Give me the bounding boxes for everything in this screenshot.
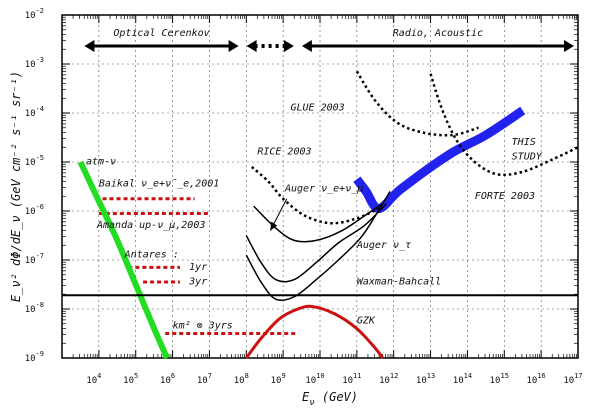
annotation-glue-2003: GLUE 2003 [291,103,345,114]
x-tick-label: 104 [86,372,101,386]
annotations: GLUE 2003 RICE 2003 THIS STUDY atm-ν Baikal ν… [86,103,543,332]
y-tick-label: 10-8 [25,301,44,315]
annotation-forte-2003: FORTE 2003 [475,191,535,202]
x-tick-label: 1017 [563,372,582,386]
y-axis-ticks: 10-2 10-3 10-4 10-5 10-6 10-7 10-8 10-9 [25,7,578,364]
y-tick-label: 10-9 [25,350,44,364]
series-glue-2003 [355,70,479,137]
region-label-radio-acoustic: Radio, Acoustic [393,28,483,39]
axis-labels: Eν (GeV) E_ν² dΦ/dE_ν (GeV cm⁻² s⁻¹ sr⁻¹) [9,71,358,408]
series-rice-2003 [250,165,380,225]
y-tick-label: 10-5 [25,154,44,168]
x-axis-ticks: 104 105 106 107 108 109 1010 1011 1012 1013 1014 10… [61,15,583,386]
annotation-km-3yrs: km² ⊗ 3yrs [173,321,233,332]
x-tick-label: 1014 [453,372,472,386]
y-tick-label: 10-3 [25,56,44,70]
y-tick-label: 10-7 [25,252,44,266]
annotation-gzk: GZK [357,316,376,327]
flux-curves [62,70,579,360]
annotation-antares: Antares : [124,250,179,261]
series-forte-2003 [429,73,579,177]
y-tick-label: 10-6 [25,203,44,217]
x-tick-label: 108 [234,372,249,386]
annotation-auger-e: Auger ν_e+ν_μ [284,183,363,194]
x-tick-label: 1010 [305,372,324,386]
y-tick-label: 10-2 [25,7,44,21]
series-gzk [245,304,384,359]
x-tick-label: 107 [197,372,212,386]
series-auger [245,203,387,283]
region-arrowhead-left [84,40,95,52]
region-label-optical-cerenkov: Optical Cerenkov [113,28,209,39]
annotation-amanda-up-2003: Amanda up-ν_μ,2003 [96,220,205,231]
annotation-this: THIS [512,137,536,148]
region-arrowhead-right [228,40,239,52]
annotation-baikal-e-e-2001: Baikal ν_e+ν̄_e,2001 [99,179,219,190]
annotation-1yr: 1yr [189,262,207,273]
x-tick-label: 1011 [342,372,361,386]
auger-pointer-head [270,221,278,231]
limit-segments [98,197,298,335]
annotation-rice-2003: RICE 2003 [257,147,311,158]
x-tick-label: 1013 [416,372,435,386]
annotation-study: STUDY [512,152,543,163]
series-auger-e [253,203,384,243]
energy-regions: Optical Cerenkov Radio, Acoustic [84,28,574,52]
y-axis-label: E_ν² dΦ/dE_ν (GeV cm⁻² s⁻¹ sr⁻¹) [9,71,23,302]
x-tick-label: 1012 [379,372,398,386]
annotation-atm: atm-ν [86,156,116,167]
annotation-auger: Auger ν_τ [356,240,411,251]
annotation-3yr: 3yr [188,277,207,288]
x-tick-label: 106 [160,372,175,386]
region-arrowhead-left [301,40,312,52]
grid-lines [62,15,578,358]
series-auger-lower [245,191,391,302]
series-atm [77,160,170,360]
annotation-waxman-bahcall: Waxman-Bahcall [357,277,441,288]
region-arrowhead-right [283,40,294,52]
region-arrowhead-right [564,40,574,52]
x-tick-label: 1016 [527,372,546,386]
y-tick-label: 10-4 [25,105,44,119]
series-this-study [353,106,526,214]
x-tick-label: 105 [123,372,138,386]
x-tick-label: 109 [271,372,286,386]
region-arrowhead-left [246,40,257,52]
x-axis-label: Eν (GeV) [302,390,358,408]
x-tick-label: 1015 [490,372,509,386]
